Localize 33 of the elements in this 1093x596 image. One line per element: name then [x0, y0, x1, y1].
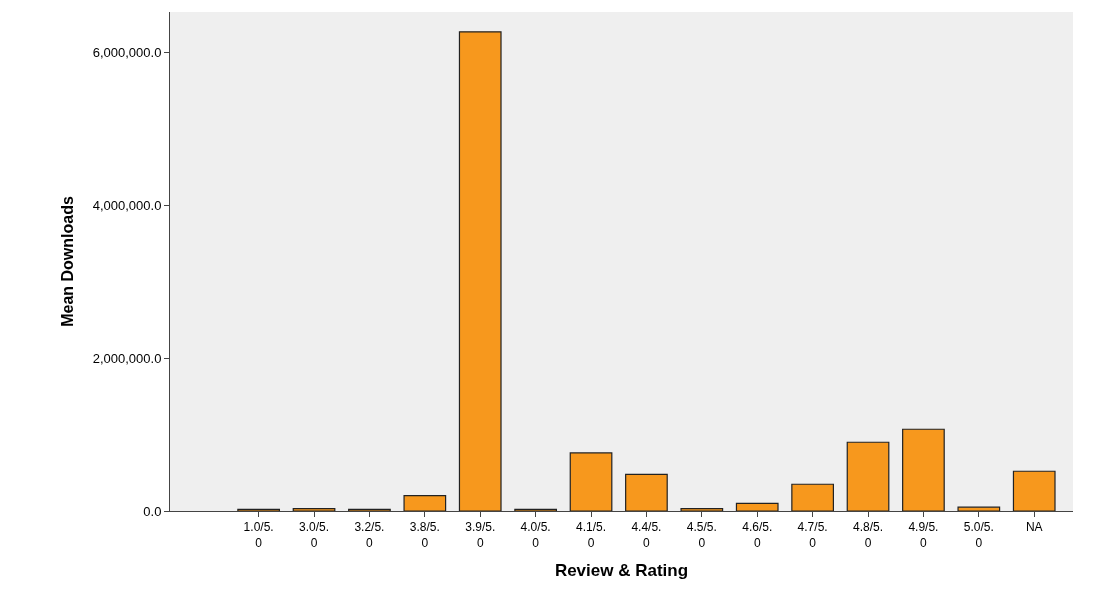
bar: [902, 428, 945, 511]
x-tick-label: 4.4/5.0: [631, 520, 662, 550]
x-tick-label: 3.8/5.0: [409, 520, 440, 550]
y-tick-label: 4,000,000.0: [92, 197, 162, 213]
bar: [458, 31, 502, 511]
y-axis-title: Mean Downloads: [58, 196, 76, 327]
bar: [403, 495, 447, 511]
x-tick-label: 3.9/5.0: [465, 520, 496, 550]
x-tick-label: 4.1/5.0: [576, 520, 607, 550]
x-tick-label: 3.2/5.0: [354, 520, 385, 550]
y-tick-label: 6,000,000.0: [92, 45, 162, 61]
x-tick-label: NA: [1025, 520, 1043, 535]
x-tick-label: 1.0/5.0: [243, 520, 274, 550]
x-tick-label: 4.5/5.0: [686, 520, 717, 550]
y-tick-label: 0.0: [143, 503, 162, 519]
x-axis-title: Review & Rating: [554, 561, 689, 581]
x-tick-label: 4.7/5.0: [797, 520, 828, 550]
x-tick-label: 4.6/5.0: [742, 520, 773, 550]
bar: [1012, 470, 1056, 511]
x-tick-label: 4.8/5.0: [853, 520, 884, 550]
x-tick-label: 3.0/5.0: [299, 520, 330, 550]
bar: [791, 483, 834, 511]
bar: [735, 502, 779, 511]
x-tick-label: 4.9/5.0: [908, 520, 939, 550]
x-tick-label: 5.0/5.0: [963, 520, 994, 550]
x-tick-label: 4.0/5.0: [520, 520, 551, 550]
bar: [680, 508, 724, 511]
bar: [625, 473, 668, 511]
bar: [957, 506, 1001, 511]
bar: [292, 508, 336, 511]
bar: [569, 452, 613, 511]
bar: [846, 441, 890, 511]
y-tick-label: 2,000,000.0: [92, 350, 162, 366]
